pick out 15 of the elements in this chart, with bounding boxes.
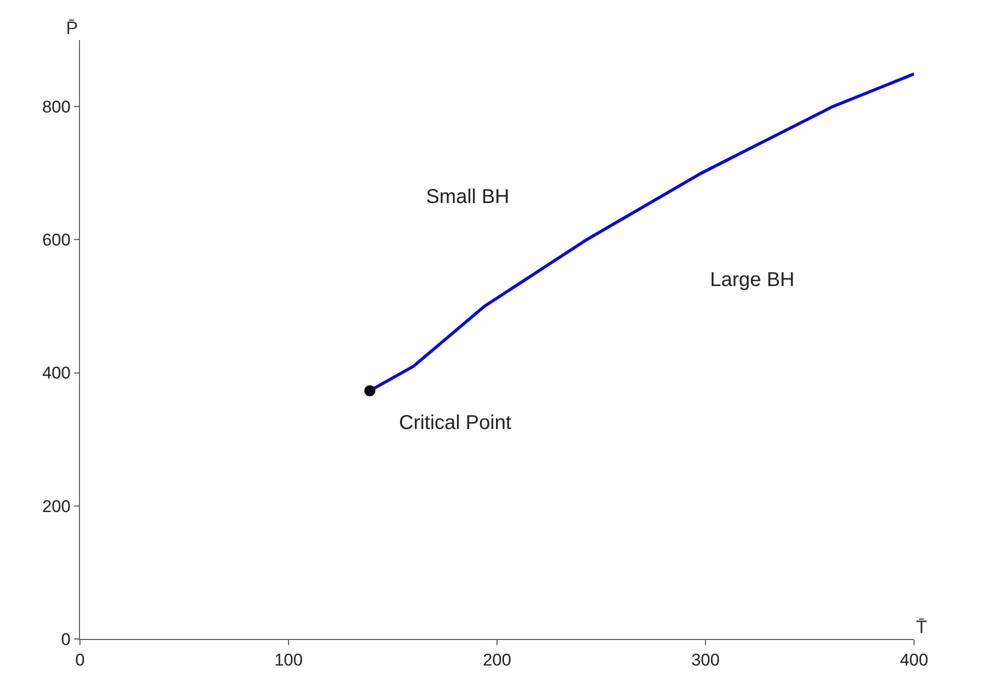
x-tick-label: 100 [274,650,303,670]
x-tick-label: 400 [900,650,928,670]
y-tick-label: 0 [61,630,71,649]
annotation: Large BH [710,269,794,291]
x-axis-title: T̄ [916,617,927,637]
x-tick-label: 200 [482,650,512,670]
annotation: Small BH [426,186,510,208]
y-tick-label: 200 [42,496,71,516]
annotation: Critical Point [399,412,512,434]
y-axis-title: P̄ [66,18,78,38]
y-tick-label: 800 [42,98,71,117]
x-tick-label: 300 [691,650,720,670]
x-tick-label: 0 [75,650,85,670]
y-tick-label: 400 [42,364,71,383]
y-tick-label: 600 [42,230,71,250]
